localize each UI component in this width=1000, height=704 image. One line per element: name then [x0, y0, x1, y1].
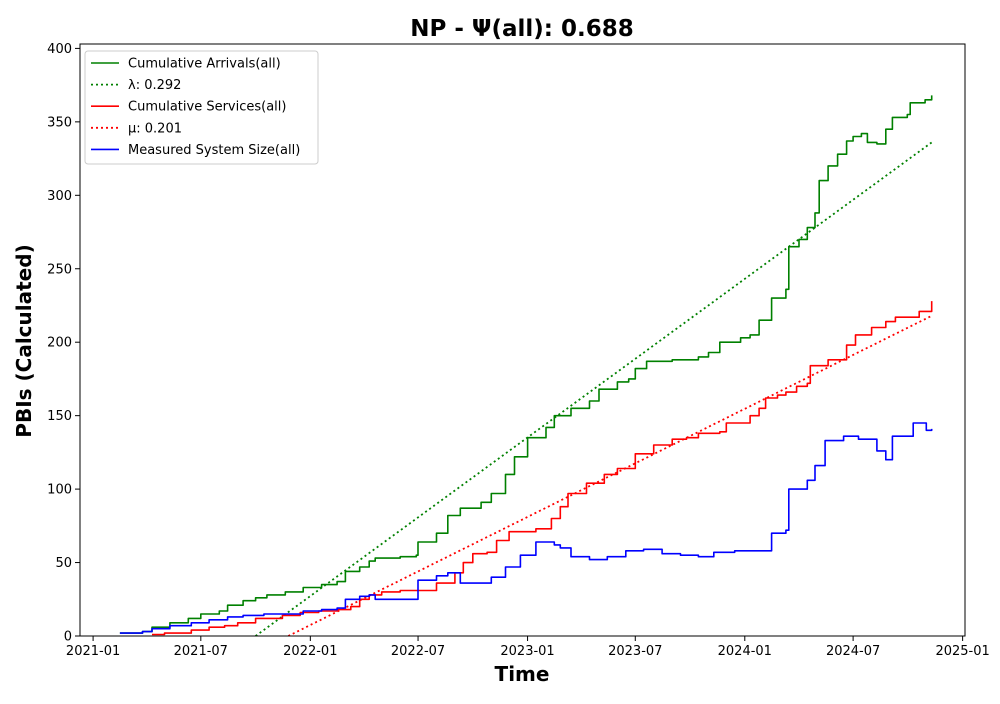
legend-label: Cumulative Arrivals(all) [128, 57, 281, 72]
x-tick-label: 2023-07 [608, 644, 662, 659]
legend-label: Measured System Size(all) [128, 143, 300, 158]
y-tick-label: 50 [55, 556, 72, 571]
series-line-4 [119, 422, 933, 634]
x-tick-label: 2022-07 [391, 644, 445, 659]
legend-label: μ: 0.201 [128, 121, 182, 136]
y-axis-label: PBIs (Calculated) [12, 244, 36, 437]
chart-title: NP - Ψ(all): 0.688 [410, 16, 633, 42]
y-tick-label: 0 [64, 630, 72, 645]
x-tick-label: 2023-01 [500, 644, 554, 659]
x-tick-label: 2024-07 [826, 644, 880, 659]
y-axis: 0 50 100 150 200 250 300 350 400 [47, 42, 80, 645]
y-tick-label: 150 [47, 409, 72, 424]
y-tick-label: 250 [47, 262, 72, 277]
y-tick-label: 300 [47, 189, 72, 204]
x-tick-label: 2022-01 [283, 644, 337, 659]
x-tick-label: 2025-01 [935, 644, 989, 659]
x-axis-label: Time [495, 662, 550, 686]
x-tick-label: 2021-01 [66, 644, 120, 659]
x-tick-label: 2021-07 [174, 644, 228, 659]
series-line-0 [119, 95, 933, 634]
plot-area [119, 95, 933, 636]
legend: Cumulative Arrivals(all) λ: 0.292 Cumulati… [84, 50, 319, 165]
y-tick-label: 400 [47, 42, 72, 57]
plot-frame [79, 43, 966, 637]
legend-label: Cumulative Services(all) [128, 100, 286, 115]
y-tick-label: 350 [47, 115, 72, 130]
legend-label: λ: 0.292 [128, 78, 181, 93]
x-axis: 2021-01 2021-07 2022-01 2022-07 2023-01 2023-… [66, 636, 990, 659]
x-tick-label: 2024-01 [718, 644, 772, 659]
y-tick-label: 100 [47, 483, 72, 498]
legend-box [84, 50, 319, 165]
y-tick-label: 200 [47, 336, 72, 351]
